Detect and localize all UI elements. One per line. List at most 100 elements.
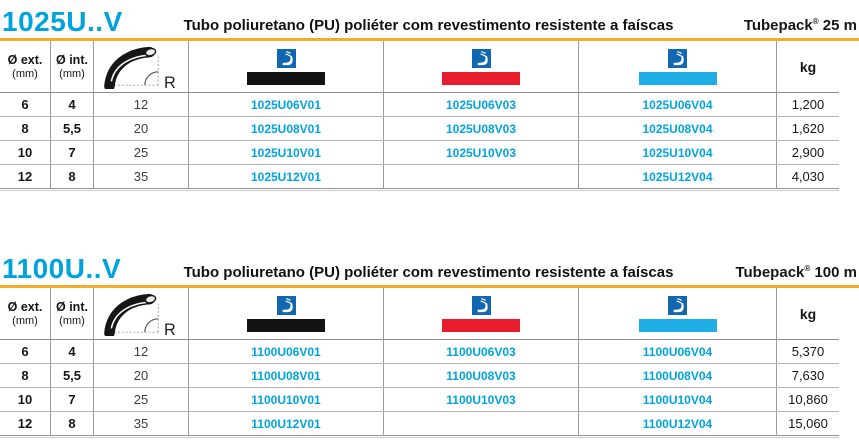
- bend-radius-icon: R: [104, 46, 176, 89]
- pack-quantity: 100 m: [814, 264, 857, 281]
- code-blue: 1100U06V04: [578, 340, 776, 363]
- product-description: Tubo poliuretano (PU) poliéter com reves…: [183, 17, 674, 34]
- table-row: 10 7 25 1100U10V01 1100U10V03 1100U10V04…: [0, 388, 839, 412]
- radius-letter: R: [164, 74, 176, 89]
- ext-value: 12: [17, 169, 33, 184]
- pack-quantity: 25 m: [822, 17, 857, 34]
- table-row: 8 5,5 20 1025U08V01 1025U08V03 1025U08V0…: [0, 117, 839, 141]
- col-kg-header: kg: [776, 41, 839, 92]
- code-red: [383, 412, 578, 435]
- table-row: 6 4 12 1025U06V01 1025U06V03 1025U06V04 …: [0, 93, 839, 117]
- kg-value: 4,030: [776, 165, 839, 188]
- col-swatch-header-red: [383, 288, 578, 339]
- int-value: 5,5: [50, 117, 93, 140]
- code-blue: 1100U12V04: [578, 412, 776, 435]
- tube-end: [144, 294, 157, 303]
- kg-value: 15,060: [776, 412, 839, 435]
- radius-value: 12: [93, 93, 188, 116]
- table-row: 10 7 25 1025U10V01 1025U10V03 1025U10V04…: [0, 141, 839, 165]
- tubepack-spool-icon: [668, 48, 687, 68]
- int-label: Ø int.: [56, 53, 88, 67]
- ext-unit: (mm): [12, 315, 38, 327]
- table-row: 12 8 35 1100U12V01 1100U12V04 15,060: [0, 412, 839, 436]
- tubepack-spool-icon: [276, 48, 296, 68]
- code-black: 1025U06V01: [188, 93, 383, 116]
- title-bar: 1025U..V Tubo poliuretano (PU) poliéter …: [0, 0, 859, 38]
- spool-roll: [282, 55, 293, 65]
- spool-roll: [282, 302, 293, 312]
- pack-brand: Tubepack: [743, 17, 813, 34]
- tube-curve: [104, 293, 155, 336]
- col-swatch-header-blue: [578, 41, 776, 92]
- kg-value: 1,620: [776, 117, 839, 140]
- table-row: 12 8 35 1025U12V01 1025U12V04 4,030: [0, 165, 839, 189]
- table-row: 6 4 12 1100U06V01 1100U06V03 1100U06V04 …: [0, 340, 839, 364]
- model-code: 1100U..V: [2, 253, 122, 284]
- col-radius-header: R: [93, 41, 188, 92]
- code-red: 1100U06V03: [383, 340, 578, 363]
- tubepack-spool-icon: [471, 295, 491, 315]
- table-row: 8 5,5 20 1100U08V01 1100U08V03 1100U08V0…: [0, 364, 839, 388]
- pack-brand: Tubepack: [735, 264, 805, 281]
- radius-value: 35: [93, 412, 188, 435]
- int-value: 8: [50, 412, 93, 435]
- ext-unit: (mm): [12, 68, 38, 80]
- code-red: 1025U10V03: [383, 141, 578, 164]
- col-swatch-header-blue: [578, 288, 776, 339]
- kg-label: kg: [799, 305, 817, 322]
- radius-value: 25: [93, 388, 188, 411]
- code-black: 1100U06V01: [188, 340, 383, 363]
- code-black: 1100U10V01: [188, 388, 383, 411]
- table-bottom-shadow: [0, 436, 839, 438]
- product-block-1100: 1100U..V Tubo poliuretano (PU) poliéter …: [0, 247, 859, 438]
- spool-tube-tail: [479, 297, 486, 304]
- table-bottom-shadow: [0, 189, 839, 191]
- product-description: Tubo poliuretano (PU) poliéter com reves…: [183, 264, 674, 281]
- code-blue: 1025U12V04: [578, 165, 776, 188]
- radius-value: 20: [93, 364, 188, 387]
- col-swatch-header-red: [383, 41, 578, 92]
- code-black: 1025U12V01: [188, 165, 383, 188]
- tube-color-bar-blue: [638, 71, 717, 85]
- ext-value: 8: [21, 368, 29, 383]
- col-ext-header: Ø ext. (mm): [0, 41, 50, 92]
- col-swatch-header-black: [188, 288, 383, 339]
- pack-size: Tubepack® 100 m: [697, 264, 857, 283]
- ext-label: Ø ext.: [7, 53, 43, 67]
- code-black: 1025U10V01: [188, 141, 383, 164]
- code-red: [383, 165, 578, 188]
- code-red: 1025U06V03: [383, 93, 578, 116]
- kg-label: kg: [799, 58, 817, 75]
- radius-letter: R: [164, 321, 176, 336]
- ext-value: 12: [17, 416, 33, 431]
- spool-tube-tail: [479, 50, 486, 57]
- tubepack-spool-icon: [276, 295, 296, 315]
- col-radius-header: R: [93, 288, 188, 339]
- int-value: 8: [50, 165, 93, 188]
- tube-color-bar-black: [247, 71, 325, 85]
- spool-roll: [673, 302, 684, 312]
- col-int-header: Ø int. (mm): [50, 41, 93, 92]
- int-value: 4: [50, 93, 93, 116]
- ext-value: 10: [17, 392, 33, 407]
- code-blue: 1100U10V04: [578, 388, 776, 411]
- spool-tube-tail: [676, 297, 682, 304]
- int-unit: (mm): [59, 68, 85, 80]
- spool-roll: [673, 55, 684, 65]
- tubepack-spool-icon: [471, 48, 491, 68]
- bend-radius-icon: R: [104, 293, 176, 336]
- kg-value: 7,630: [776, 364, 839, 387]
- title-bar: 1100U..V Tubo poliuretano (PU) poliéter …: [0, 247, 859, 285]
- col-kg-header: kg: [776, 288, 839, 339]
- code-red: 1025U08V03: [383, 117, 578, 140]
- kg-value: 1,200: [776, 93, 839, 116]
- tube-curve: [104, 46, 155, 89]
- kg-value: 5,370: [776, 340, 839, 363]
- table-header-row: Ø ext. (mm) Ø int. (mm) R: [0, 288, 839, 340]
- col-swatch-header-black: [188, 41, 383, 92]
- tubepack-spool-icon: [668, 295, 687, 315]
- tube-end: [144, 47, 157, 56]
- tube-color-bar-red: [442, 71, 520, 85]
- col-int-header: Ø int. (mm): [50, 288, 93, 339]
- radius-value: 35: [93, 165, 188, 188]
